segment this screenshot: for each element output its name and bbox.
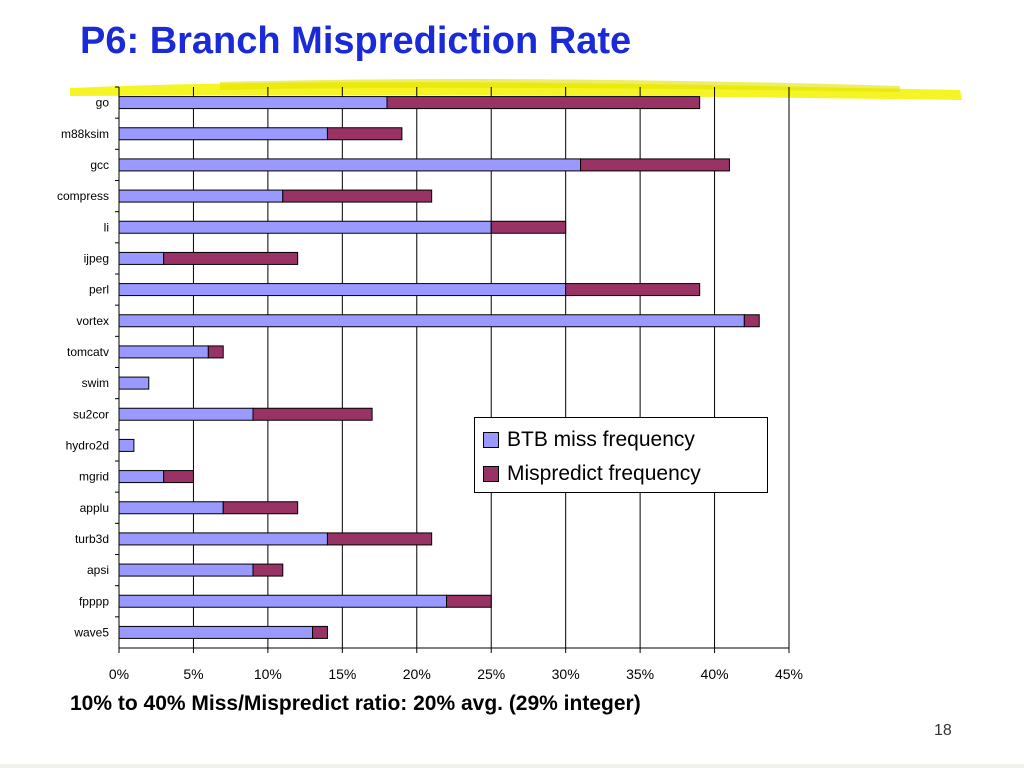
legend-label-btb: BTB miss frequency [507, 428, 695, 451]
bar-btb-vortex [118, 314, 745, 328]
bar-mispredict-gcc [580, 158, 730, 172]
bar-btb-apsi [118, 563, 254, 577]
bar-chart: go m88ksim gcc compress li ijpeg perl vortex tom… [57, 86, 803, 682]
bar-btb-hydro2d [118, 438, 135, 452]
legend-swatch-btb [483, 432, 499, 448]
y-tick-label: apsi [87, 563, 109, 577]
chart-legend: BTB miss frequency Mispredict frequency [474, 417, 768, 493]
y-tick-label: mgrid [79, 470, 109, 484]
y-tick-label: tomcatv [67, 345, 109, 359]
bar-mispredict-compress [282, 189, 433, 203]
y-tick-label: compress [57, 189, 109, 203]
y-tick-label: li [104, 220, 109, 234]
y-tick-label: wave5 [73, 625, 109, 639]
bar-mispredict-tomcatv [207, 345, 224, 359]
bar-btb-mgrid [118, 470, 165, 484]
footnote-text: 10% to 40% Miss/Mispredict ratio: 20% av… [70, 692, 641, 715]
page-title: P6: Branch Misprediction Rate [80, 20, 632, 62]
legend-swatch-mispredict [483, 466, 499, 482]
y-tick-label: hydro2d [66, 438, 109, 452]
x-tick-label: 0% [109, 666, 129, 682]
tick-labels: go m88ksim gcc compress li ijpeg perl vortex tom… [57, 96, 803, 682]
legend-item-btb: BTB miss frequency [483, 426, 695, 454]
bar-mispredict-applu [222, 501, 299, 515]
y-tick-label: m88ksim [61, 127, 109, 141]
x-tick-label: 40% [701, 666, 729, 682]
y-tick-label: swim [82, 376, 109, 390]
x-tick-label: 30% [552, 666, 580, 682]
bars [118, 96, 760, 639]
y-tick-label: gcc [90, 158, 109, 172]
title-highlight-stroke [70, 79, 962, 100]
x-tick-label: 45% [775, 666, 803, 682]
bar-btb-ijpeg [118, 251, 165, 265]
y-tick-label: perl [89, 283, 109, 297]
x-tick-label: 20% [403, 666, 431, 682]
legend-label-mispredict: Mispredict frequency [507, 462, 701, 485]
x-tick-label: 5% [183, 666, 203, 682]
bar-btb-go [118, 96, 388, 110]
bar-mispredict-m88ksim [326, 127, 403, 141]
bar-btb-turb3d [118, 532, 328, 546]
bar-btb-m88ksim [118, 127, 328, 141]
bar-btb-li [118, 220, 492, 234]
x-tick-label: 10% [254, 666, 282, 682]
bar-mispredict-turb3d [326, 532, 433, 546]
bar-mispredict-su2cor [252, 407, 373, 421]
bar-btb-fpppp [118, 594, 448, 608]
bar-mispredict-apsi [252, 563, 284, 577]
y-tick-label: turb3d [75, 532, 109, 546]
bar-mispredict-vortex [743, 314, 760, 328]
y-tick-label: vortex [76, 314, 109, 328]
y-tick-label: fpppp [79, 594, 109, 608]
bar-btb-perl [118, 283, 567, 297]
bar-mispredict-ijpeg [163, 251, 299, 265]
bar-btb-compress [118, 189, 284, 203]
bar-btb-applu [118, 501, 224, 515]
bar-btb-wave5 [118, 625, 314, 639]
x-tick-label: 15% [328, 666, 356, 682]
page-number: 18 [934, 722, 952, 739]
x-tick-label: 35% [626, 666, 654, 682]
bar-mispredict-perl [565, 283, 701, 297]
bar-btb-swim [118, 376, 150, 390]
y-tick-label: ijpeg [84, 251, 109, 265]
axes [115, 86, 790, 653]
y-tick-label: su2cor [73, 407, 109, 421]
x-tick-label: 25% [477, 666, 505, 682]
gridlines [192, 87, 790, 648]
footer-divider [0, 764, 1024, 768]
y-tick-label: applu [80, 501, 109, 515]
bar-mispredict-wave5 [312, 625, 328, 639]
bar-btb-tomcatv [118, 345, 209, 359]
bar-mispredict-mgrid [163, 470, 194, 484]
bar-btb-gcc [118, 158, 582, 172]
y-tick-label: go [96, 96, 110, 110]
bar-mispredict-li [490, 220, 567, 234]
bar-mispredict-fpppp [446, 594, 492, 608]
bar-btb-su2cor [118, 407, 254, 421]
legend-item-mispredict: Mispredict frequency [483, 460, 701, 488]
bar-mispredict-go [386, 96, 701, 110]
